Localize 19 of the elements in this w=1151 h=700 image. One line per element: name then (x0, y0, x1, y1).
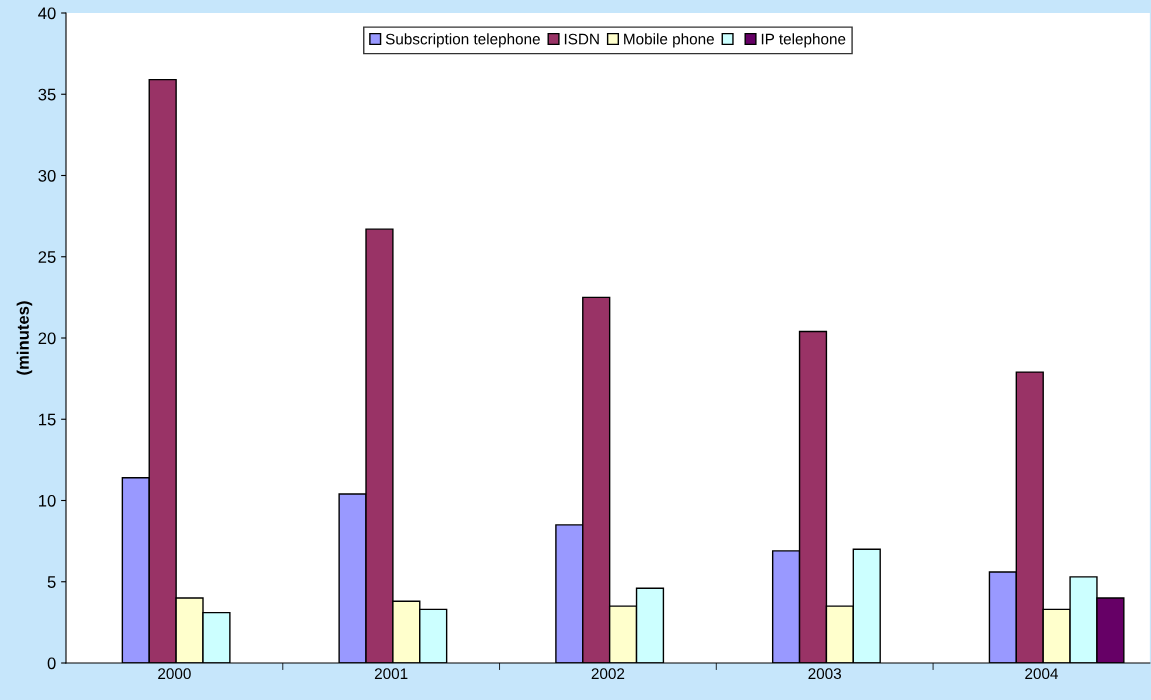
legend-label: Subscription telephone (385, 33, 540, 48)
legend-label: ISDN (564, 33, 599, 45)
y-tick-label: 25 (38, 251, 56, 263)
x-tick-label: 2001 (374, 668, 408, 680)
y-tick-label: 35 (38, 88, 56, 101)
legend-label: IP telephone (761, 33, 846, 48)
x-tick-label: 2004 (1025, 668, 1059, 680)
legend-label: Mobile phone (624, 33, 714, 48)
y-axis-title: (minutes) (16, 301, 33, 375)
y-tick-label: 30 (38, 169, 56, 182)
y-tick-label: 15 (39, 413, 56, 426)
y-tick-label: 20 (38, 332, 56, 345)
y-tick-label: 10 (39, 494, 56, 507)
y-tick-label: 0 (47, 657, 56, 670)
x-tick-label: 2003 (808, 668, 842, 680)
x-tick-label: 2000 (158, 668, 191, 680)
x-tick-label: 2002 (591, 668, 625, 680)
y-tick-label: 5 (47, 576, 56, 588)
y-tick-label: 40 (38, 7, 56, 20)
